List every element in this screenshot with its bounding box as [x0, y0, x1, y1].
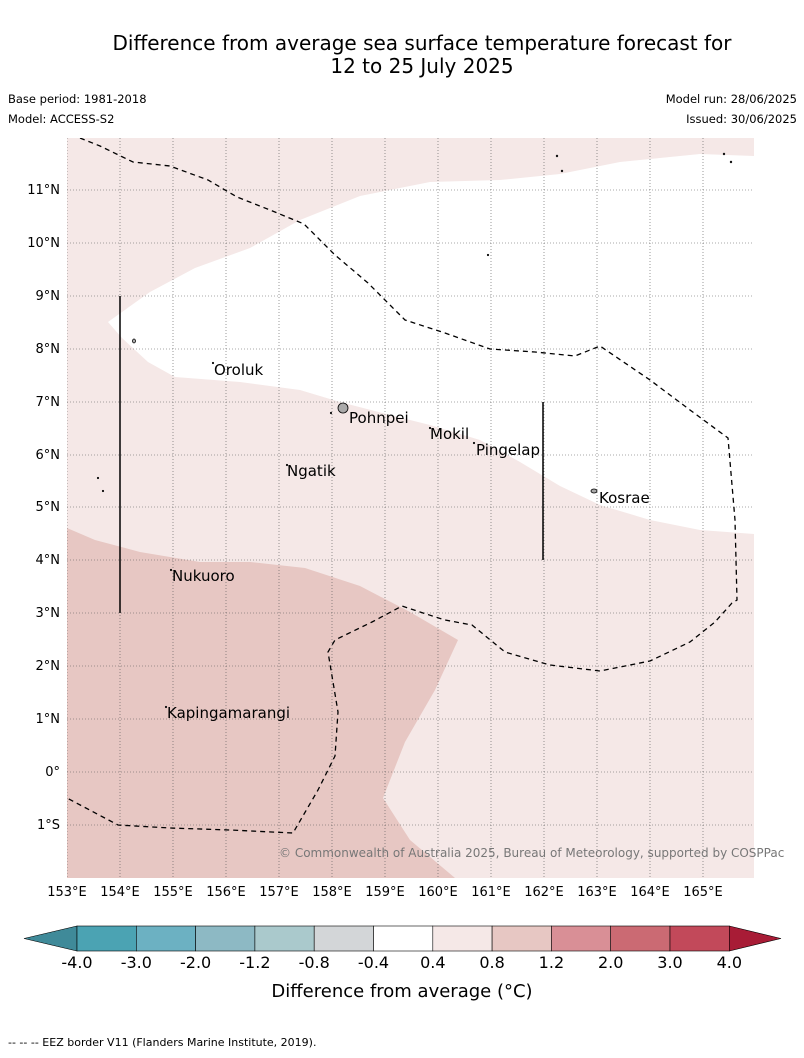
colorbar-tick-labels: -4.0 -3.0 -2.0 -1.2 -0.8 -0.4 0.4 0.8 1.2 2.0 3.0 4…	[61, 953, 742, 972]
lat-tick: 3°N	[36, 606, 61, 621]
place-label-pohnpei: Pohnpei	[349, 409, 409, 427]
colorbar-tick-label: 1.2	[539, 953, 564, 972]
lon-tick: 156°E	[206, 885, 246, 900]
issued-label: Issued: 30/06/2025	[686, 112, 797, 126]
colorbar-tick-label: -2.0	[180, 953, 211, 972]
colorbar-tick-label: -3.0	[121, 953, 152, 972]
colorbar-arrow-high	[728, 925, 782, 952]
longitude-tick-labels: 153°E 154°E 155°E 156°E 157°E 158°E 159°…	[47, 885, 723, 900]
place-label-kapingamarangi: Kapingamarangi	[167, 704, 290, 722]
lon-tick: 154°E	[100, 885, 140, 900]
sst-anomaly-map: Oroluk Pohnpei Mokil Pingelap Ngatik Kos…	[27, 138, 784, 900]
lon-tick: 162°E	[524, 885, 564, 900]
colorbar-tick-label: -0.4	[358, 953, 389, 972]
eez-footnote: -- -- -- EEZ border V11 (Flanders Marine…	[8, 1036, 317, 1049]
place-labels: Oroluk Pohnpei Mokil Pingelap Ngatik Kos…	[167, 361, 650, 722]
lon-tick: 157°E	[259, 885, 299, 900]
colorbar-swatch	[669, 925, 730, 952]
colorbar-swatch	[76, 925, 137, 952]
model-run-label: Model run: 28/06/2025	[665, 92, 797, 106]
lat-tick: 0°	[45, 765, 60, 780]
lat-tick: 6°N	[36, 448, 61, 463]
colorbar: -4.0 -3.0 -2.0 -1.2 -0.8 -0.4 0.4 0.8 1.2 2.0 3.0 4…	[23, 925, 782, 1002]
anomaly-band-0.8-1.2	[67, 528, 458, 878]
latitude-tick-labels: 11°N 10°N 9°N 8°N 7°N 6°N 5°N 4°N 3°N 2°…	[27, 183, 60, 833]
lon-tick: 158°E	[312, 885, 352, 900]
colorbar-swatch	[373, 925, 434, 952]
colorbar-tick-label: 4.0	[717, 953, 742, 972]
colorbar-tick-label: 3.0	[657, 953, 682, 972]
colorbar-swatch	[254, 925, 315, 952]
title-line-1: Difference from average sea surface temp…	[112, 31, 732, 55]
eez-border	[67, 138, 738, 834]
lon-tick: 155°E	[153, 885, 193, 900]
base-period-label: Base period: 1981-2018	[8, 92, 147, 106]
lat-tick: 2°N	[36, 659, 61, 674]
lon-tick: 164°E	[630, 885, 670, 900]
lat-tick: 10°N	[27, 236, 60, 251]
place-label-ngatik: Ngatik	[287, 462, 336, 480]
place-label-pingelap: Pingelap	[476, 441, 540, 459]
place-label-mokil: Mokil	[430, 425, 469, 443]
colorbar-tick-label: 0.4	[420, 953, 445, 972]
lat-tick: 11°N	[27, 183, 60, 198]
colorbar-swatches	[23, 925, 782, 952]
islands	[96, 152, 733, 709]
lon-tick: 165°E	[683, 885, 723, 900]
colorbar-label: Difference from average (°C)	[271, 981, 532, 1002]
lon-tick: 161°E	[471, 885, 511, 900]
colorbar-swatch	[610, 925, 671, 952]
copyright-notice: © Commonwealth of Australia 2025, Bureau…	[279, 846, 784, 860]
colorbar-swatch	[432, 925, 493, 952]
colorbar-swatch	[313, 925, 374, 952]
lat-tick: 7°N	[36, 395, 61, 410]
chart-title: Difference from average sea surface temp…	[40, 32, 804, 78]
lon-tick: 163°E	[577, 885, 617, 900]
colorbar-swatch	[491, 925, 552, 952]
lon-tick: 159°E	[365, 885, 405, 900]
colorbar-tick-label: -1.2	[239, 953, 270, 972]
longitude-gridlines	[67, 138, 704, 878]
anomaly-band-near-average	[108, 154, 754, 534]
colorbar-tick-label: 2.0	[598, 953, 623, 972]
colorbar-tick-label: -0.8	[299, 953, 330, 972]
colorbar-tick-label: -4.0	[61, 953, 92, 972]
colorbar-swatch	[136, 925, 196, 952]
latitude-gridlines	[67, 189, 754, 826]
colorbar-swatch	[551, 925, 612, 952]
title-line-2: 12 to 25 July 2025	[330, 54, 514, 78]
place-label-nukuoro: Nukuoro	[172, 567, 235, 585]
lon-tick: 160°E	[418, 885, 458, 900]
colorbar-swatch	[195, 925, 256, 952]
kosrae-island	[590, 488, 598, 494]
lat-tick: 1°N	[36, 712, 61, 727]
place-label-kosrae: Kosrae	[599, 489, 650, 507]
lat-tick: 4°N	[36, 553, 61, 568]
model-label: Model: ACCESS-S2	[8, 112, 115, 126]
lat-tick: 9°N	[36, 289, 61, 304]
lon-tick: 153°E	[47, 885, 87, 900]
lat-tick: 5°N	[36, 500, 61, 515]
colorbar-tick-label: 0.8	[479, 953, 504, 972]
island-speck	[132, 338, 136, 344]
place-label-oroluk: Oroluk	[214, 361, 263, 379]
map-panel	[67, 138, 754, 878]
lat-tick: 1°S	[37, 818, 60, 833]
pohnpei-island	[337, 402, 349, 414]
lat-tick: 8°N	[36, 342, 61, 357]
colorbar-arrow-low	[23, 925, 78, 952]
